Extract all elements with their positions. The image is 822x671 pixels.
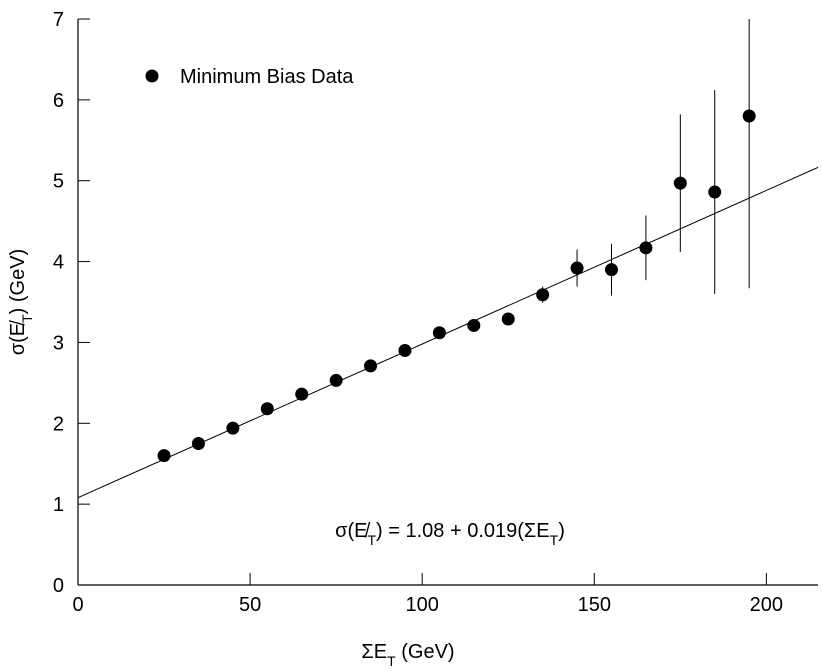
y-tick-label: 6 <box>53 90 64 112</box>
data-point <box>191 437 205 450</box>
text-part: ) (GeV) <box>7 249 29 315</box>
data-point <box>673 176 687 190</box>
y-label: σ(E̸T) (GeV) <box>7 249 35 355</box>
data-point <box>742 109 756 123</box>
data-point <box>432 326 446 340</box>
y-tick-label: 5 <box>53 171 64 193</box>
legend-marker <box>145 69 159 83</box>
subscript: T <box>367 532 376 548</box>
x-tick-label: 0 <box>72 594 83 616</box>
data-point <box>639 241 653 255</box>
subscript: T <box>19 314 35 323</box>
y-tick-label: 2 <box>53 413 64 435</box>
legend-label: Minimum Bias Data <box>180 66 354 88</box>
data-point <box>570 261 584 275</box>
y-tick-label: 0 <box>53 575 64 597</box>
data-point <box>260 402 274 416</box>
x-tick-label: 50 <box>239 594 261 616</box>
text-part: ) <box>558 520 565 542</box>
data-point <box>501 312 515 326</box>
data-point <box>295 387 309 401</box>
x-tick-label: 100 <box>405 594 438 616</box>
x-tick-label: 200 <box>750 594 783 616</box>
text-part: (GeV) <box>396 641 455 663</box>
y-tick-label: 3 <box>53 332 64 354</box>
data-point <box>329 373 343 387</box>
x-label: ΣET (GeV) <box>361 641 454 666</box>
y-tick-label: 7 <box>53 9 64 31</box>
data-point <box>157 449 171 463</box>
text-part: ) = 1.08 + 0.019(ΣE <box>376 520 550 542</box>
y-tick-label: 1 <box>53 494 64 516</box>
data-point <box>604 263 618 277</box>
annotation: σ(E̸T) = 1.08 + 0.019(ΣET) <box>335 520 565 548</box>
text-part: σ(E̸ <box>7 320 29 355</box>
subscript: T <box>387 653 396 666</box>
text-part: σ(E̸ <box>335 520 370 542</box>
data-point <box>536 288 550 302</box>
text-part: ΣE <box>361 641 387 663</box>
x-tick-label: 150 <box>578 594 611 616</box>
data-point <box>226 421 240 435</box>
fit-line <box>77 166 819 499</box>
subscript: T <box>550 532 559 548</box>
y-tick-label: 4 <box>53 252 64 274</box>
data-point <box>467 318 481 332</box>
data-point <box>364 359 378 373</box>
data-point <box>398 344 412 358</box>
data-point <box>708 185 722 199</box>
